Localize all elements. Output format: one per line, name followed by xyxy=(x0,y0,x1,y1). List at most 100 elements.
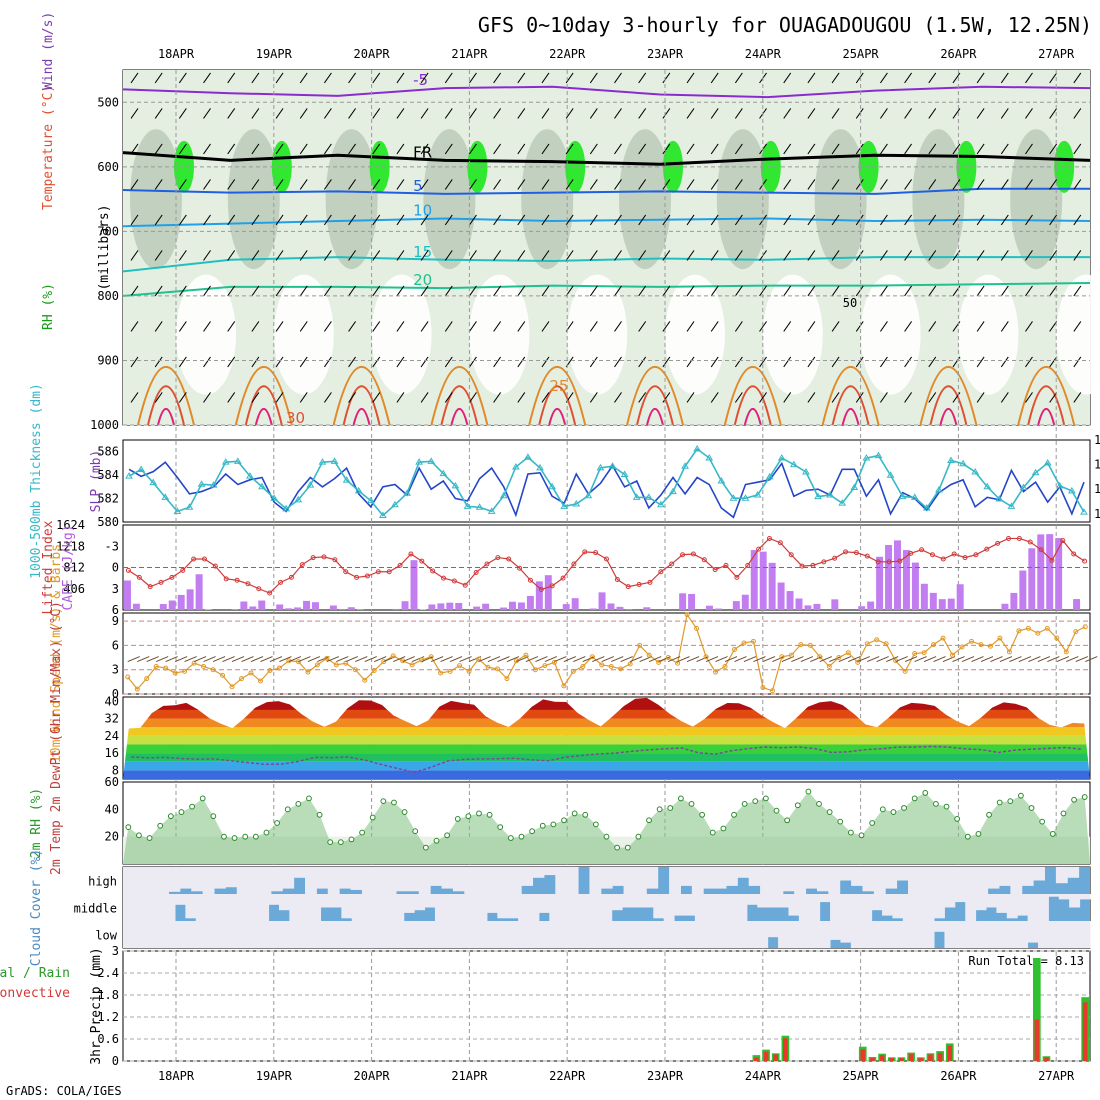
slp-point xyxy=(1055,481,1064,489)
cape-bar xyxy=(831,599,839,610)
wind-barb xyxy=(783,179,792,190)
wind-barb xyxy=(1073,321,1082,332)
cloud-low-bar xyxy=(694,921,706,948)
wind-barb xyxy=(807,392,816,403)
wind-barb xyxy=(348,143,356,155)
wind-barb xyxy=(880,356,888,368)
contour-25 xyxy=(1017,365,1076,426)
cloud-high-bar xyxy=(464,867,477,894)
cloud-high-bar xyxy=(282,867,295,889)
wind-point xyxy=(684,612,690,618)
wind-barb xyxy=(299,108,308,119)
x-tick-label-bottom: 26APR xyxy=(940,1069,977,1083)
wind-barb xyxy=(734,179,743,190)
slp-point xyxy=(898,492,907,500)
lifted-point xyxy=(625,584,631,590)
wind-barb xyxy=(783,321,792,332)
wind-barb xyxy=(1049,108,1058,119)
wind-barb xyxy=(420,179,429,190)
y-tick-label: 60 xyxy=(105,775,119,789)
cloud-middle-bar xyxy=(424,894,436,908)
cloud-middle-bar xyxy=(206,894,218,921)
cloud-middle-bar xyxy=(840,894,852,921)
wind-barb xyxy=(1028,656,1041,663)
cloud-high-bar xyxy=(612,867,625,886)
wind-barb xyxy=(928,321,937,332)
slp-point xyxy=(572,499,581,507)
wind-barb xyxy=(154,321,163,332)
wind-barb xyxy=(928,214,937,226)
cloud-high-bar xyxy=(566,867,579,894)
rh-point xyxy=(646,817,652,824)
cloud-low-bar xyxy=(611,921,623,948)
wind-barb xyxy=(638,72,647,84)
rh-point xyxy=(773,807,780,814)
rh-point xyxy=(380,798,387,805)
wind-point xyxy=(750,638,756,644)
wind-barb xyxy=(630,656,643,663)
cloud-middle-bar xyxy=(934,894,945,919)
contour-25 xyxy=(332,365,391,426)
y-tick-label: 16 xyxy=(105,746,119,760)
slp-point xyxy=(463,502,472,509)
cloud-high-bar xyxy=(714,867,727,889)
wind-barb xyxy=(137,656,150,663)
wind-barb xyxy=(535,656,548,663)
wind-barb xyxy=(662,72,671,84)
wind-point xyxy=(968,638,974,644)
slp-point xyxy=(584,491,593,499)
wind-barb xyxy=(227,108,236,119)
cloud-low-bar xyxy=(237,921,249,948)
lifted-point xyxy=(527,577,533,583)
wind-barb xyxy=(614,72,622,84)
wind-barb xyxy=(541,321,550,332)
cloud-high-bar xyxy=(942,867,954,894)
precip-convective-bar xyxy=(870,1058,875,1061)
wind-barb xyxy=(662,214,671,226)
contour-20 xyxy=(122,282,1091,297)
cape-bar xyxy=(1073,599,1081,610)
x-tick-label-top: 24APR xyxy=(745,47,782,61)
panel-frame xyxy=(122,439,1091,523)
cloud-low-bar xyxy=(944,921,956,948)
cloud-middle-bar xyxy=(310,894,322,921)
wind-point xyxy=(798,642,804,648)
wind-barb xyxy=(1025,392,1033,403)
wind-barb xyxy=(976,214,985,226)
cape-bar xyxy=(867,601,875,610)
slp-point xyxy=(753,490,762,498)
cloud-low-bar xyxy=(965,921,977,948)
wind-barb xyxy=(807,285,816,297)
wind-barb xyxy=(734,72,743,84)
cloud-high-bar xyxy=(816,867,829,892)
wind-barb xyxy=(710,392,719,403)
wind-barb xyxy=(800,656,814,663)
wind-barb xyxy=(791,656,804,663)
cloud-low-bar xyxy=(330,921,342,948)
cape-bar xyxy=(132,603,140,610)
wind-barb xyxy=(662,285,671,297)
lifted-point xyxy=(223,576,229,582)
y-tick-label: 500 xyxy=(97,95,119,109)
wind-barb xyxy=(831,214,840,226)
wind-barb xyxy=(372,143,381,155)
cloud-high-bar xyxy=(214,867,226,889)
wind-barb xyxy=(517,143,526,155)
wind-barb xyxy=(976,285,985,297)
cape-bar xyxy=(616,606,624,610)
cape-bar xyxy=(195,574,203,610)
wind-barb xyxy=(880,392,888,403)
cloud-low-bar xyxy=(1017,921,1029,948)
rh-point xyxy=(284,806,291,813)
wind-barb xyxy=(178,179,187,190)
wind-barb xyxy=(710,72,719,84)
wind-barb xyxy=(517,72,526,84)
temp-band xyxy=(123,727,1090,736)
wind-barb xyxy=(759,392,767,403)
wind-barb xyxy=(203,285,211,297)
wind-barb xyxy=(517,285,526,297)
slp-point xyxy=(947,456,955,463)
wind-barb xyxy=(348,250,356,261)
cloud-low-bar xyxy=(299,921,311,948)
slp-point xyxy=(1007,502,1016,509)
